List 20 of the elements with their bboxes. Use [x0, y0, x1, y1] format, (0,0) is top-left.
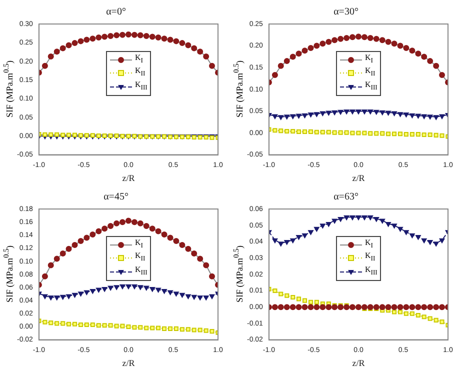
x-axis-title: z/R: [122, 358, 135, 368]
legend-label: K$_{III}$: [134, 80, 148, 94]
legend-label: K$_{I}$: [364, 52, 373, 66]
legend-label: K$_{I}$: [134, 52, 143, 66]
legend-label: K$_{III}$: [364, 80, 378, 94]
chart-title: α=45°: [104, 192, 128, 203]
chart-title: α=0°: [106, 6, 126, 18]
legend-label: K$_{II}$: [134, 251, 146, 266]
x-axis-title: z/R: [352, 172, 365, 183]
x-axis-title: z/R: [122, 172, 135, 183]
legend-label: K$_{II}$: [364, 251, 376, 266]
legend-label: K$_{II}$: [134, 66, 146, 80]
x-axis-title: z/R: [352, 358, 365, 368]
chart-title: α=63°: [334, 192, 358, 203]
chart-title: α=30°: [334, 6, 358, 18]
legend-label: K$_{III}$: [134, 265, 148, 279]
legend-label: K$_{II}$: [364, 66, 376, 80]
legend-label: K$_{III}$: [364, 265, 378, 279]
legend-label: K$_{I}$: [134, 238, 143, 252]
legend-label: K$_{I}$: [364, 238, 373, 252]
